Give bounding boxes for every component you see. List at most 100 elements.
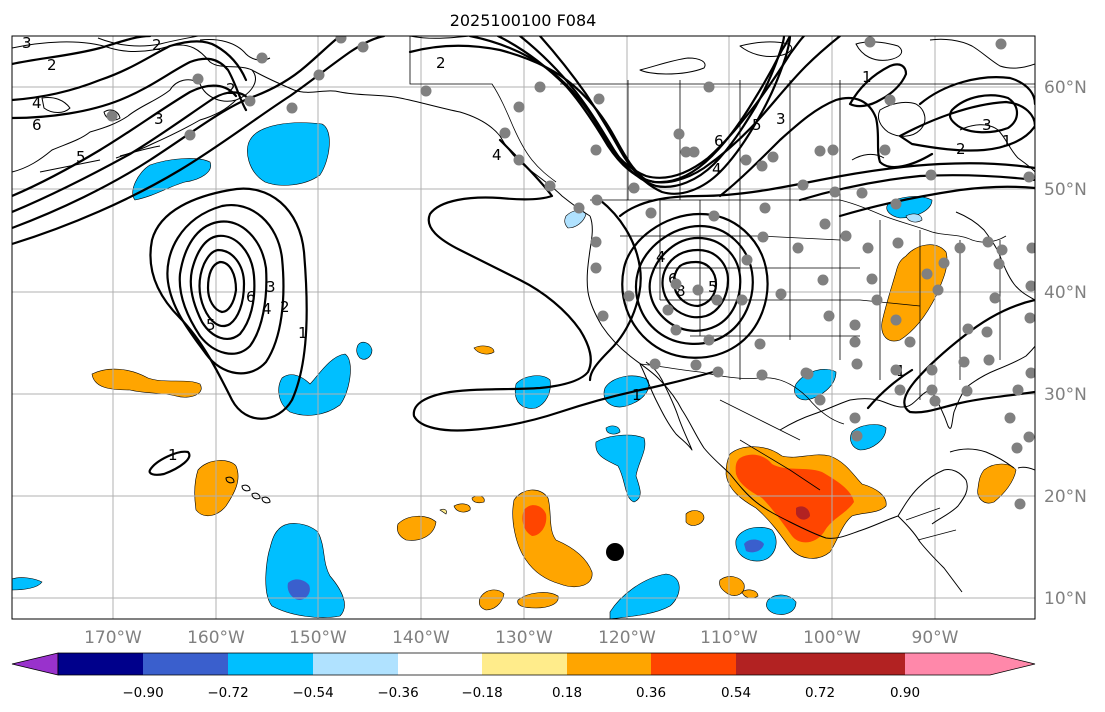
station-dot (420, 85, 432, 97)
contour-canada-trough-4 (518, 36, 786, 188)
station-dot (1023, 171, 1035, 183)
station-dot (703, 334, 715, 346)
contour-aleutian-1 (12, 36, 152, 66)
station-dot (534, 81, 546, 93)
colorbar-tick-label: −0.54 (292, 685, 333, 701)
contour-us-low-5 (672, 260, 718, 308)
colorbar-segment (820, 653, 905, 675)
colorbar-segment (143, 653, 228, 675)
red-blob-mexico (735, 454, 854, 543)
station-dot (938, 257, 950, 269)
lon-label: 170°W (84, 628, 142, 648)
lon-label: 90°W (912, 628, 959, 648)
station-dot (862, 242, 874, 254)
station-dot (680, 146, 692, 158)
cyan-blob-119w-22n (595, 434, 646, 503)
station-dot (106, 110, 118, 122)
orange-blob-small-132w-34n (473, 345, 495, 355)
lat-label: 60°N (1044, 78, 1087, 98)
lat-label: 10°N (1044, 589, 1087, 609)
station-dot (827, 144, 839, 156)
station-dot (849, 412, 861, 424)
contour-us-low-4 (661, 248, 730, 319)
contour-label: 1 (1002, 132, 1012, 150)
cyan-blob-gulf-mexico (850, 424, 887, 451)
colorbar-segment (482, 653, 567, 675)
contour-label: 4 (712, 160, 722, 178)
station-dot (623, 290, 635, 302)
contour-aleutian-5 (12, 91, 254, 214)
station-dot (840, 230, 852, 242)
orange-blob-108w-10n (741, 589, 759, 599)
station-dot (849, 336, 861, 348)
station-dot (849, 319, 861, 331)
station-dot (894, 384, 906, 396)
contour-aleutian-4 (12, 84, 238, 198)
station-dot (184, 129, 196, 141)
lon-label: 120°W (598, 628, 656, 648)
colorbar-tick-label: 0.90 (890, 685, 920, 701)
lightblue-blob-great-lakes (905, 213, 923, 223)
station-dot (926, 364, 938, 376)
orange-blob-128w-9n (517, 592, 559, 609)
lat-label: 30°N (1044, 385, 1087, 405)
colorbar-extend-low (11, 652, 59, 676)
colorbar-ticks: −0.90 −0.72 −0.54 −0.36 −0.18 0.18 0.36 … (122, 685, 920, 701)
contour-pacific-high-5 (198, 248, 246, 328)
orange-blob-caribbean (977, 463, 1017, 504)
station-dot (1025, 280, 1035, 292)
contour-label: 4 (492, 146, 502, 164)
contour-east-1 (838, 185, 1035, 218)
blue-core-150w-12n (287, 579, 310, 600)
station-dot (593, 93, 605, 105)
contour-label: 6 (246, 288, 256, 306)
station-dot (797, 179, 809, 191)
contour-label: 2 (956, 140, 966, 158)
contour-ne-low-3 (948, 94, 1019, 134)
colorbar-tick-label: 0.72 (805, 685, 835, 701)
colorbar-segment (736, 653, 820, 675)
station-dot (1025, 367, 1035, 379)
station-dot (759, 202, 771, 214)
shaded-anomalies (12, 122, 1017, 619)
contour-pacific-high-3 (178, 220, 268, 355)
station-dot (767, 151, 779, 163)
colorbar-segment (313, 653, 398, 675)
station-dot (690, 359, 702, 371)
station-dot (712, 366, 724, 378)
lon-label: 140°W (392, 628, 450, 648)
colorbar-tick-label: −0.36 (377, 685, 418, 701)
station-dot (591, 194, 603, 206)
station-dot (628, 182, 640, 194)
station-dot (892, 237, 904, 249)
station-dot (757, 231, 769, 243)
latitude-labels: 60°N 50°N 40°N 30°N 20°N 10°N (1044, 78, 1087, 609)
contour-label: 6 (668, 270, 678, 288)
station-dot (962, 323, 974, 335)
station-dot (499, 127, 511, 139)
orange-blob-110w-11n (719, 576, 745, 596)
orange-blob-137w-16n (396, 515, 437, 541)
station-dot (856, 187, 868, 199)
station-markers (106, 36, 1035, 510)
contour-label: 1 (632, 386, 642, 404)
contour-2-canada (588, 162, 1035, 382)
station-dot (926, 384, 938, 396)
colorbar-extend-high (905, 653, 1035, 675)
station-dot (335, 36, 347, 44)
station-dot (590, 262, 602, 274)
station-dot (1024, 312, 1035, 324)
lon-label: 130°W (495, 628, 553, 648)
colorbar-segment (58, 653, 143, 675)
station-dot (736, 294, 748, 306)
station-dot (740, 154, 752, 166)
station-dot (982, 236, 994, 248)
contour-ne-low-2 (918, 76, 1035, 106)
station-dot (932, 284, 944, 296)
contour-lines (12, 36, 1035, 476)
station-dot (1014, 498, 1026, 510)
station-dot (879, 144, 891, 156)
contour-label: 1 (168, 446, 178, 464)
station-dot (192, 73, 204, 85)
